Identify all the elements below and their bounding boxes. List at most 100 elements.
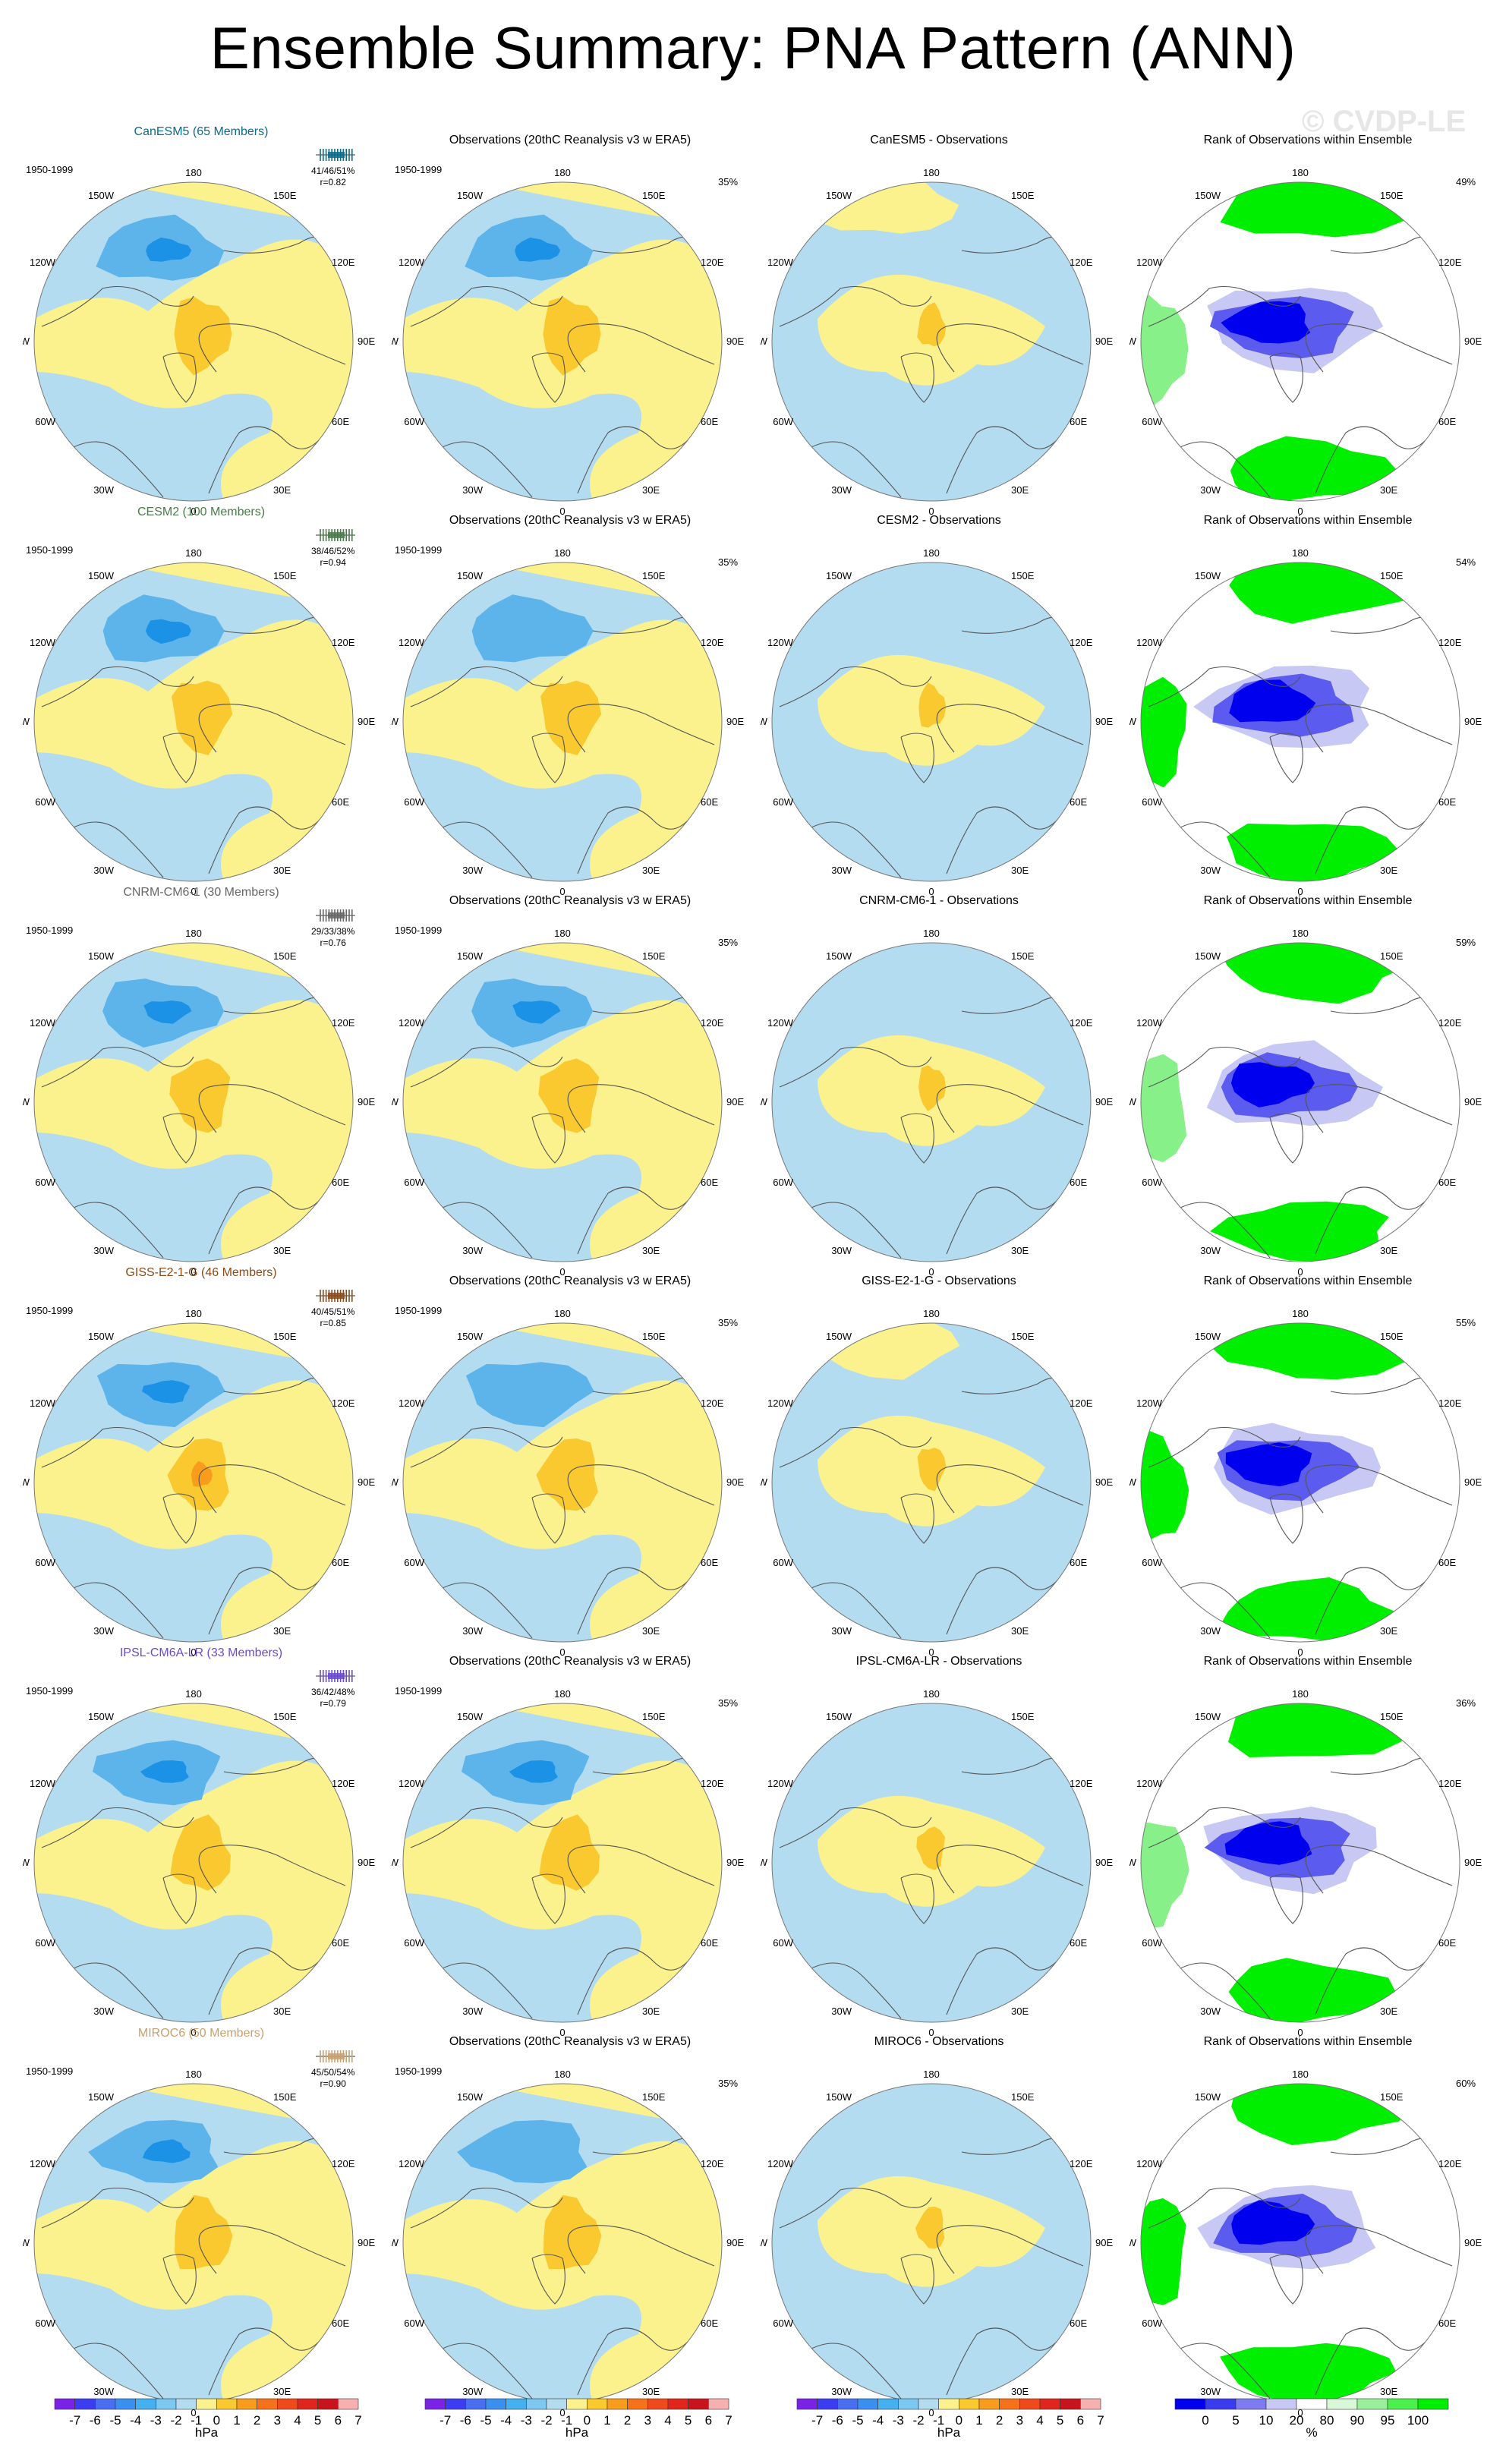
lon-label-right: 90E bbox=[358, 1476, 375, 1488]
lon-label-ur2: 120E bbox=[701, 637, 724, 648]
lon-label-ur1: 150E bbox=[273, 190, 297, 201]
lon-label-ll2: 30W bbox=[462, 865, 483, 876]
lon-label-ul1: 150W bbox=[457, 1331, 484, 1342]
map-border bbox=[33, 1322, 354, 1643]
lon-label-lr2: 30E bbox=[642, 2006, 660, 2017]
lon-label-ll2: 30W bbox=[831, 484, 852, 496]
map-border bbox=[1140, 181, 1460, 502]
lon-label-lr2: 30E bbox=[642, 484, 660, 496]
map-border bbox=[1140, 562, 1460, 882]
coastlines bbox=[1148, 2138, 1453, 2399]
contour-fill bbox=[772, 943, 1091, 1262]
lon-label-ur1: 150E bbox=[642, 2091, 666, 2103]
polar-map: 180 0 90W 90E 150W 120W 150E 120E 60W 30W 60E 30E bbox=[392, 167, 744, 517]
coastlines bbox=[410, 616, 715, 878]
lon-label-left: 90W bbox=[761, 1096, 768, 1108]
lon-label-ll1: 60W bbox=[1142, 1177, 1162, 1188]
lon-label-ll1: 60W bbox=[404, 1557, 424, 1568]
polar-map: 180 0 90W 90E 150W 120W 150E 120E 60W 30W 60E 30E bbox=[23, 1308, 375, 1658]
diff-title: CESM2 - Observations bbox=[877, 514, 1001, 527]
lon-label-ul2: 120W bbox=[30, 257, 56, 268]
contour-fill bbox=[403, 1323, 722, 1642]
lon-label-ll1: 60W bbox=[1142, 416, 1162, 427]
lon-label-ul2: 120W bbox=[1136, 1017, 1163, 1029]
polar-map: 180 0 90W 90E 150W 120W 150E 120E 60W 30W 60E 30E bbox=[761, 928, 1113, 1278]
model-title: MIROC6 (50 Members) bbox=[137, 2027, 265, 2040]
lon-label-ll1: 60W bbox=[773, 416, 793, 427]
lon-label-ll2: 30W bbox=[1200, 865, 1221, 876]
lon-label-right: 90E bbox=[1095, 1476, 1113, 1488]
polar-map: 180 0 90W 90E 150W 120W 150E 120E 60W 30W 60E 30E bbox=[392, 547, 744, 897]
lon-label-ll2: 30W bbox=[831, 1245, 852, 1256]
model-panel: CESM2 (100 Members) 1950-1999 38/46/52% r=0… bbox=[23, 494, 380, 897]
lon-label-bottom: 0 bbox=[928, 1266, 934, 1278]
lon-label-bottom: 0 bbox=[559, 2027, 565, 2038]
lon-label-ll1: 60W bbox=[35, 1937, 55, 1949]
lon-label-lr1: 60E bbox=[332, 1937, 349, 1949]
lon-label-ul1: 150W bbox=[1195, 190, 1221, 201]
lon-label-bottom: 0 bbox=[559, 2407, 565, 2418]
lon-label-ul1: 150W bbox=[88, 190, 115, 201]
lon-label-bottom: 0 bbox=[928, 2407, 934, 2418]
coastlines bbox=[1148, 1757, 1453, 2019]
lon-label-ur1: 150E bbox=[1380, 950, 1404, 962]
lon-label-ur2: 120E bbox=[332, 257, 355, 268]
lon-label-right: 90E bbox=[1095, 1096, 1113, 1108]
map-border bbox=[33, 1703, 354, 2023]
model-panel: CanESM5 (65 Members) 1950-1999 41/46/51% r=… bbox=[23, 114, 380, 517]
lon-label-ur2: 120E bbox=[701, 1778, 724, 1789]
member-stats: 40/45/51% r=0.85 bbox=[311, 1306, 354, 1329]
map-border bbox=[771, 562, 1092, 882]
obs-panel: Observations (20thC Reanalysis v3 w ERA5… bbox=[392, 494, 748, 897]
lon-label-lr2: 30E bbox=[1380, 2006, 1397, 2017]
rank-title: Rank of Observations within Ensemble bbox=[1203, 894, 1413, 907]
lon-label-ul1: 150W bbox=[826, 1711, 852, 1722]
lon-label-ul2: 120W bbox=[767, 257, 794, 268]
lon-label-top: 180 bbox=[923, 1688, 940, 1700]
lon-label-left: 90W bbox=[392, 1476, 399, 1488]
lon-label-ur2: 120E bbox=[1438, 2158, 1462, 2169]
lon-label-left: 90W bbox=[392, 1096, 399, 1108]
lon-label-ll2: 30W bbox=[93, 1625, 114, 1637]
polar-map: 180 0 90W 90E 150W 120W 150E 120E 60W 30W 60E 30E bbox=[23, 547, 375, 897]
lon-label-lr2: 30E bbox=[1380, 2386, 1397, 2397]
contour-fill bbox=[403, 182, 722, 501]
diff-panel: IPSL-CM6A-LR - Observations 180 0 90W 90E 150… bbox=[761, 1635, 1117, 2038]
lon-label-left: 90W bbox=[392, 716, 399, 727]
period-label: 1950-1999 bbox=[395, 925, 443, 936]
lon-label-lr1: 60E bbox=[1438, 796, 1456, 808]
period-label: 1950-1999 bbox=[395, 2065, 443, 2077]
lon-label-bottom: 0 bbox=[928, 886, 934, 897]
lon-label-ll1: 60W bbox=[773, 796, 793, 808]
lon-label-lr2: 30E bbox=[1380, 1625, 1397, 1637]
map-border bbox=[771, 1703, 1092, 2023]
explained-variance: 35% bbox=[718, 937, 739, 948]
lon-label-bottom: 0 bbox=[559, 886, 565, 897]
rank-panel: Rank of Observations within Ensemble 55% 1… bbox=[1130, 1255, 1486, 1658]
lon-label-ul2: 120W bbox=[399, 257, 425, 268]
lon-label-ur2: 120E bbox=[1070, 1397, 1093, 1409]
lon-label-ul1: 150W bbox=[88, 1711, 115, 1722]
lon-label-ur1: 150E bbox=[1011, 1331, 1035, 1342]
lon-label-top: 180 bbox=[1292, 547, 1309, 559]
lon-label-ur2: 120E bbox=[701, 1017, 724, 1029]
lon-label-right: 90E bbox=[1464, 1857, 1482, 1868]
lon-label-ll1: 60W bbox=[404, 1177, 424, 1188]
lon-label-lr2: 30E bbox=[1011, 2006, 1029, 2017]
lon-label-lr1: 60E bbox=[1438, 1557, 1456, 1568]
lon-label-ll2: 30W bbox=[1200, 1245, 1221, 1256]
map-border bbox=[771, 942, 1092, 1262]
lon-label-lr2: 30E bbox=[1380, 1245, 1397, 1256]
diff-title: GISS-E2-1-G - Observations bbox=[862, 1275, 1016, 1287]
lon-label-ur2: 120E bbox=[1438, 1017, 1462, 1029]
lon-label-lr1: 60E bbox=[1438, 1937, 1456, 1949]
lon-label-lr2: 30E bbox=[642, 2386, 660, 2397]
lon-label-top: 180 bbox=[554, 2069, 571, 2080]
polar-map: 180 0 90W 90E 150W 120W 150E 120E 60W 30W 60E 30E bbox=[761, 547, 1113, 897]
ensemble-spread-glyph bbox=[316, 149, 355, 161]
obs-panel: Observations (20thC Reanalysis v3 w ERA5… bbox=[392, 874, 748, 1278]
polar-map: 180 0 90W 90E 150W 120W 150E 120E 60W 30W 60E 30E bbox=[1130, 928, 1482, 1278]
lon-label-right: 90E bbox=[726, 1857, 744, 1868]
lon-label-bottom: 0 bbox=[928, 1646, 934, 1658]
lon-label-ll1: 60W bbox=[35, 2317, 55, 2329]
